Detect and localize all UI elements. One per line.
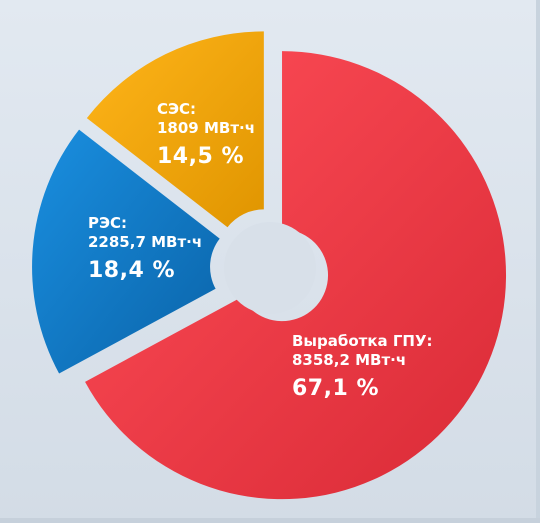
right-edge-band xyxy=(536,0,540,523)
slice-ses xyxy=(86,31,264,228)
label-res: РЭС: 2285,7 МВт·ч 18,4 % xyxy=(88,214,202,284)
slice-name-res: РЭС: xyxy=(88,214,128,232)
slice-value-ses: 1809 МВт·ч xyxy=(157,118,256,137)
slice-gpu xyxy=(85,51,507,500)
slice-name-ses: СЭС: xyxy=(157,100,197,118)
slice-res xyxy=(32,129,220,374)
label-gpu: Выработка ГПУ: 8358,2 МВт·ч 67,1 % xyxy=(292,332,433,402)
slice-name-gpu: Выработка ГПУ: xyxy=(292,332,433,350)
bottom-edge-band xyxy=(0,518,540,523)
label-ses: СЭС: 1809 МВт·ч 14,5 % xyxy=(157,100,255,170)
slice-percent-gpu: 67,1 % xyxy=(292,375,379,401)
slice-percent-ses: 14,5 % xyxy=(157,143,244,169)
slice-value-gpu: 8358,2 МВт·ч xyxy=(292,350,407,369)
slice-percent-res: 18,4 % xyxy=(88,257,175,283)
donut-hole xyxy=(224,222,316,314)
slice-value-res: 2285,7 МВт·ч xyxy=(88,232,203,251)
